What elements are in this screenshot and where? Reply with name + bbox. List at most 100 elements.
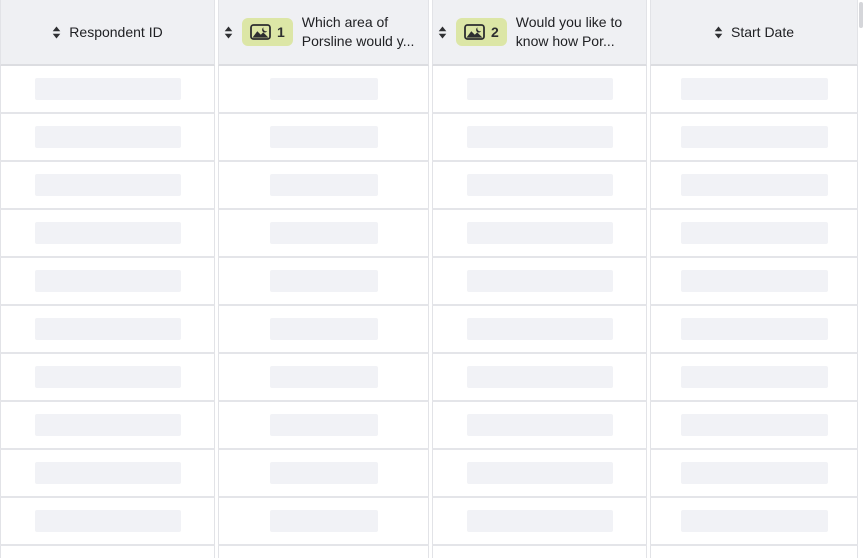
image-icon (464, 24, 485, 40)
cell-respondent-id-row-7 (0, 354, 215, 402)
skeleton-bar (269, 462, 378, 484)
cell-question-2-row-6 (432, 306, 647, 354)
cell-respondent-id-row-2 (0, 114, 215, 162)
skeleton-bar (34, 222, 181, 244)
skeleton-bar (34, 270, 181, 292)
skeleton-bar (34, 318, 181, 340)
skeleton-bar (680, 126, 828, 148)
cell-question-1-row-6 (218, 306, 429, 354)
skeleton-bar (466, 510, 613, 532)
cell-question-2-row-1 (432, 66, 647, 114)
skeleton-bar (269, 270, 378, 292)
cell-question-2-row-8 (432, 402, 647, 450)
skeleton-bar (269, 318, 378, 340)
cell-question-2-row-11 (432, 546, 647, 558)
skeleton-bar (680, 366, 828, 388)
column-header-label: Would you like to know how Por... (516, 13, 622, 51)
skeleton-bar (269, 78, 378, 100)
cell-start-date-row-4 (650, 210, 858, 258)
skeleton-bar (466, 174, 613, 196)
scrollbar-thumb[interactable] (859, 2, 863, 28)
cell-question-1-row-11 (218, 546, 429, 558)
skeleton-bar (269, 414, 378, 436)
skeleton-bar (680, 270, 828, 292)
column-header-start-date[interactable]: Start Date (650, 0, 858, 66)
skeleton-bar (466, 366, 613, 388)
sort-arrows-icon[interactable] (224, 26, 233, 39)
cell-question-1-row-2 (218, 114, 429, 162)
skeleton-bar (34, 126, 181, 148)
skeleton-bar (680, 222, 828, 244)
question-label-line1: Would you like to (515, 14, 623, 30)
skeleton-bar (680, 462, 828, 484)
cell-question-1-row-7 (218, 354, 429, 402)
cell-start-date-row-8 (650, 402, 858, 450)
column-header-label: Which area of Porsline would y... (302, 13, 415, 51)
column-header-label: Respondent ID (69, 24, 163, 40)
cell-question-1-row-5 (218, 258, 429, 306)
skeleton-bar (466, 222, 613, 244)
cell-question-2-row-9 (432, 450, 647, 498)
skeleton-bar (680, 318, 828, 340)
skeleton-bar (680, 414, 828, 436)
cell-start-date-row-7 (650, 354, 858, 402)
skeleton-bar (269, 126, 378, 148)
cell-start-date-row-6 (650, 306, 858, 354)
skeleton-bar (34, 78, 181, 100)
cell-respondent-id-row-6 (0, 306, 215, 354)
image-question-badge: 1 (242, 18, 293, 46)
cell-respondent-id-row-9 (0, 450, 215, 498)
skeleton-bar (680, 510, 828, 532)
cell-respondent-id-row-4 (0, 210, 215, 258)
skeleton-bar (34, 174, 181, 196)
cell-question-2-row-3 (432, 162, 647, 210)
skeleton-bar (34, 510, 181, 532)
cell-question-2-row-10 (432, 498, 647, 546)
cell-question-1-row-9 (218, 450, 429, 498)
column-header-respondent-id[interactable]: Respondent ID (0, 0, 215, 66)
cell-respondent-id-row-3 (0, 162, 215, 210)
skeleton-bar (269, 174, 378, 196)
cell-question-1-row-4 (218, 210, 429, 258)
skeleton-bar (680, 174, 828, 196)
skeleton-bar (269, 222, 378, 244)
skeleton-bar (466, 270, 613, 292)
cell-question-2-row-4 (432, 210, 647, 258)
cell-start-date-row-9 (650, 450, 858, 498)
cell-start-date-row-2 (650, 114, 858, 162)
skeleton-bar (466, 318, 613, 340)
sort-arrows-icon[interactable] (52, 26, 61, 39)
skeleton-bar (680, 78, 828, 100)
cell-question-1-row-10 (218, 498, 429, 546)
sort-arrows-icon[interactable] (714, 26, 723, 39)
question-number: 1 (277, 24, 285, 40)
cell-start-date-row-10 (650, 498, 858, 546)
cell-start-date-row-5 (650, 258, 858, 306)
column-header-question-1[interactable]: 1 Which area of Porsline would y... (218, 0, 429, 66)
cell-respondent-id-row-10 (0, 498, 215, 546)
sort-arrows-icon[interactable] (438, 26, 447, 39)
skeleton-bar (34, 462, 181, 484)
cell-respondent-id-row-8 (0, 402, 215, 450)
skeleton-bar (466, 78, 613, 100)
skeleton-bar (34, 414, 181, 436)
cell-question-1-row-1 (218, 66, 429, 114)
skeleton-bar (34, 366, 181, 388)
skeleton-bar (466, 414, 613, 436)
cell-question-2-row-2 (432, 114, 647, 162)
vertical-scrollbar[interactable] (858, 0, 864, 558)
question-label-line1: Which area of (301, 14, 389, 30)
column-header-question-2[interactable]: 2 Would you like to know how Por... (432, 0, 647, 66)
cell-question-1-row-3 (218, 162, 429, 210)
cell-start-date-row-3 (650, 162, 858, 210)
cell-question-2-row-5 (432, 258, 647, 306)
cell-start-date-row-11 (650, 546, 858, 558)
skeleton-bar (466, 126, 613, 148)
cell-question-2-row-7 (432, 354, 647, 402)
skeleton-bar (466, 462, 613, 484)
skeleton-bar (269, 366, 378, 388)
image-question-badge: 2 (456, 18, 507, 46)
cell-question-1-row-8 (218, 402, 429, 450)
